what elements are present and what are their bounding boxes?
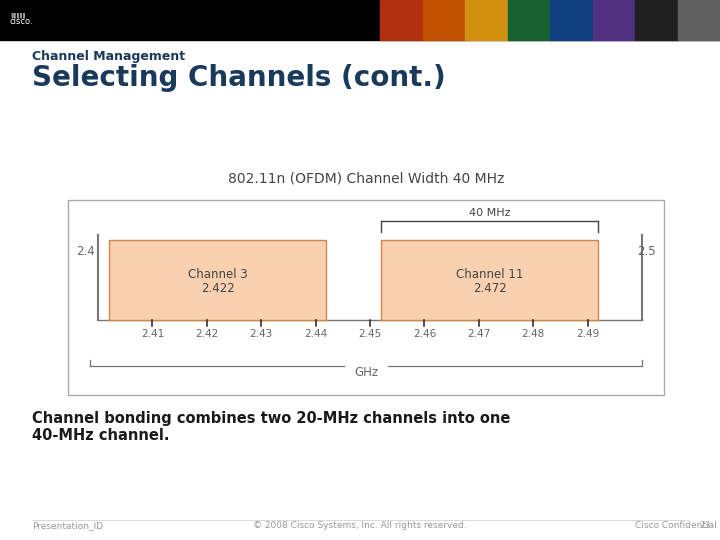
Text: Channel Management: Channel Management xyxy=(32,50,185,63)
Text: © 2008 Cisco Systems, Inc. All rights reserved.: © 2008 Cisco Systems, Inc. All rights re… xyxy=(253,521,467,530)
Text: Presentation_ID: Presentation_ID xyxy=(32,521,103,530)
Bar xyxy=(423,0,465,40)
Text: 2.45: 2.45 xyxy=(359,329,382,339)
Text: 2.49: 2.49 xyxy=(576,329,599,339)
Text: 23: 23 xyxy=(699,521,711,530)
Text: 2.472: 2.472 xyxy=(473,281,507,294)
Bar xyxy=(678,0,720,40)
Text: 2.4: 2.4 xyxy=(76,245,95,258)
Text: 2.48: 2.48 xyxy=(521,329,545,339)
Text: Channel bonding combines two 20-MHz channels into one: Channel bonding combines two 20-MHz chan… xyxy=(32,411,510,426)
Text: 2.44: 2.44 xyxy=(304,329,327,339)
Bar xyxy=(109,240,326,320)
Bar xyxy=(465,0,508,40)
Text: 2.42: 2.42 xyxy=(195,329,218,339)
Text: Cisco Confidential: Cisco Confidential xyxy=(635,521,716,530)
Text: 2.41: 2.41 xyxy=(141,329,164,339)
Text: 40 MHz: 40 MHz xyxy=(469,208,510,218)
Bar xyxy=(635,0,678,40)
Bar xyxy=(381,240,598,320)
Text: Channel 3: Channel 3 xyxy=(188,267,248,280)
Text: cisco.: cisco. xyxy=(10,17,34,26)
Text: Channel 11: Channel 11 xyxy=(456,267,523,280)
Text: 2.47: 2.47 xyxy=(467,329,490,339)
Text: 802.11n (OFDM) Channel Width 40 MHz: 802.11n (OFDM) Channel Width 40 MHz xyxy=(228,172,504,186)
Bar xyxy=(508,0,550,40)
Text: 2.5: 2.5 xyxy=(637,245,656,258)
Text: Selecting Channels (cont.): Selecting Channels (cont.) xyxy=(32,64,446,92)
Text: 2.422: 2.422 xyxy=(201,281,235,294)
Bar xyxy=(0,0,720,40)
Text: 2.43: 2.43 xyxy=(250,329,273,339)
Text: ‖‖‖‖‖: ‖‖‖‖‖ xyxy=(10,12,26,18)
Bar xyxy=(68,200,664,395)
Text: 40-MHz channel.: 40-MHz channel. xyxy=(32,428,169,443)
Text: GHz: GHz xyxy=(354,367,378,380)
Bar xyxy=(550,0,593,40)
Bar xyxy=(593,0,635,40)
Bar xyxy=(380,0,423,40)
Text: 2.46: 2.46 xyxy=(413,329,436,339)
